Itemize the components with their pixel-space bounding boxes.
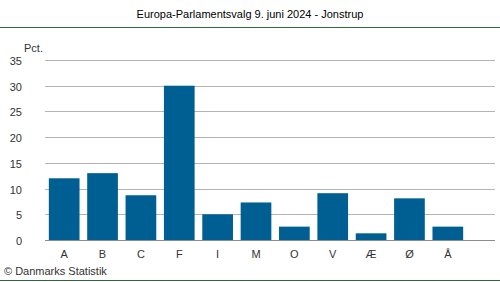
bar	[202, 214, 233, 240]
y-tick-label: 25	[10, 106, 22, 118]
title: Europa-Parlamentsvalg 9. juni 2024 - Jon…	[137, 8, 364, 20]
y-tick-label: 5	[16, 209, 22, 221]
y-tick-label: 20	[10, 132, 22, 144]
x-tick-label: V	[329, 248, 337, 260]
x-tick-label: A	[61, 248, 69, 260]
x-tick-label: Ø	[405, 248, 414, 260]
bar	[317, 193, 348, 240]
source: © Danmarks Statistik	[4, 265, 107, 277]
x-tick-label: F	[176, 248, 183, 260]
y-tick-label: 30	[10, 81, 22, 93]
bar	[241, 202, 272, 240]
y-tick-label: 0	[16, 235, 22, 247]
grid-line	[45, 86, 495, 87]
bar	[432, 227, 463, 240]
y-tick-label: 15	[10, 158, 22, 170]
bar	[279, 227, 310, 240]
x-tick-label: M	[251, 248, 260, 260]
grid-line	[45, 60, 495, 61]
x-axis	[45, 240, 495, 241]
y-tick-label: 35	[10, 55, 22, 67]
bar	[164, 86, 195, 240]
bar	[126, 195, 157, 240]
y-tick-label: 10	[10, 184, 22, 196]
grid-line	[45, 240, 495, 241]
x-tick-label: B	[99, 248, 106, 260]
bar	[394, 198, 425, 240]
chart: Europa-Parlamentsvalg 9. juni 2024 - Jon…	[0, 0, 500, 282]
grid-line	[45, 111, 495, 112]
y-label: Pct.	[24, 42, 43, 54]
bar	[49, 178, 80, 240]
x-tick-label: Å	[444, 248, 452, 260]
bar	[356, 233, 387, 240]
bars	[49, 86, 463, 240]
frame-line	[0, 280, 500, 281]
grid-line	[45, 137, 495, 138]
grid-line	[45, 163, 495, 164]
bar	[87, 173, 118, 240]
x-tick-label: O	[290, 248, 299, 260]
x-tick-label: I	[216, 248, 219, 260]
x-tick-label: Æ	[366, 248, 377, 260]
x-tick-label: C	[137, 248, 145, 260]
frame-line	[0, 27, 500, 28]
